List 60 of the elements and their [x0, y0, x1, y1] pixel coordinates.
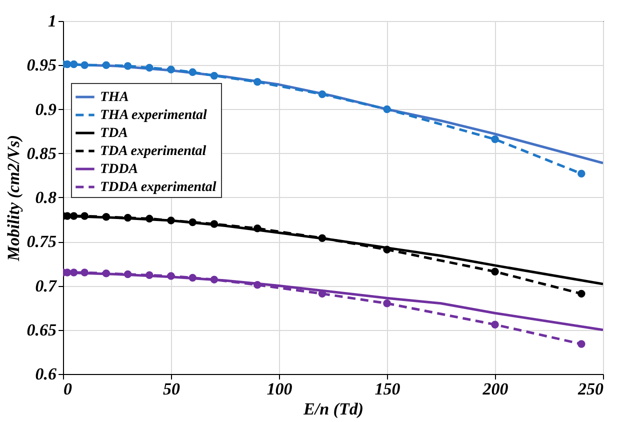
point [254, 224, 262, 232]
point [146, 214, 154, 223]
point [188, 218, 196, 226]
point [124, 214, 132, 222]
point [491, 320, 499, 328]
x-tick-label: 100 [266, 380, 293, 398]
point [80, 268, 88, 276]
point [383, 246, 391, 254]
y-tick-label: 0.8 [35, 188, 57, 207]
point [383, 105, 391, 114]
legend-label: THA [100, 90, 129, 105]
point [102, 270, 110, 278]
x-axis-title: E/n (Td) [302, 400, 364, 418]
point [578, 290, 586, 298]
legend-label: THA experimental [100, 108, 208, 123]
point [210, 72, 218, 80]
point [70, 212, 78, 220]
y-tick-label: 0.9 [35, 100, 57, 119]
legend-label: TDDA experimental [100, 180, 216, 195]
point [167, 66, 175, 74]
x-tick-label: 150 [374, 380, 401, 398]
point [318, 90, 326, 98]
y-tick-label: 0.65 [26, 320, 57, 340]
x-tick-label: 50 [163, 380, 180, 398]
point [210, 276, 218, 284]
y-tick-label: 0.85 [26, 144, 57, 163]
point [146, 64, 154, 72]
point [188, 68, 196, 76]
point [124, 62, 132, 70]
point [318, 234, 326, 242]
point [254, 281, 262, 289]
point [491, 268, 499, 276]
point [578, 340, 586, 348]
point [210, 220, 218, 228]
x-tick-label: 0 [64, 380, 72, 398]
y-tick-label: 0.7 [35, 276, 58, 296]
point [578, 170, 586, 178]
point [70, 60, 78, 68]
point [167, 272, 175, 280]
legend-label: TDDA [100, 162, 138, 177]
x-tick-label: 250 [577, 380, 604, 398]
y-tick-label: 1 [48, 12, 56, 30]
point [188, 274, 196, 282]
point [102, 213, 110, 221]
point [80, 212, 88, 220]
point [146, 271, 154, 280]
point [491, 135, 499, 144]
y-tick-label: 0.95 [26, 56, 57, 75]
point [102, 61, 110, 69]
legend-label: TDA [100, 126, 128, 141]
legend-label: TDA experimental [100, 144, 206, 159]
y-tick-label: 0.6 [35, 364, 57, 384]
point [80, 61, 88, 69]
y-tick-label: 0.75 [26, 232, 57, 252]
point [254, 78, 262, 86]
point [70, 268, 78, 276]
point [383, 300, 391, 308]
y-axis-title: Mobility (cm2/Vs) [4, 134, 23, 262]
x-tick-label: 200 [482, 380, 509, 398]
point [124, 270, 132, 278]
